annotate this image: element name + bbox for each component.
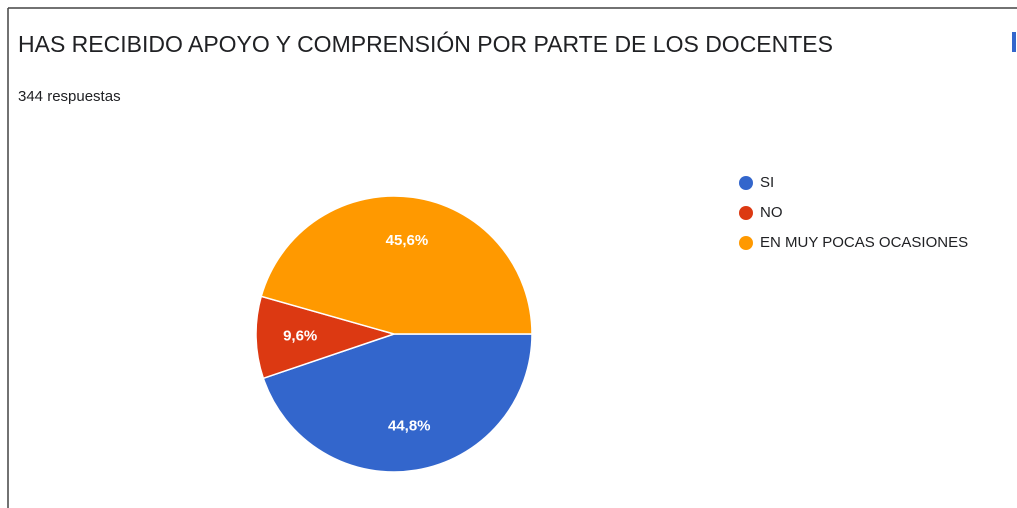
pie-slice	[260, 195, 533, 335]
chart-subtitle: 344 respuestas	[18, 88, 121, 105]
legend-swatch	[739, 236, 753, 250]
pie-slice	[255, 295, 397, 380]
legend-label: EN MUY POCAS OCASIONES	[760, 234, 968, 251]
edge-icon	[1012, 32, 1016, 52]
chart-title: HAS RECIBIDO APOYO Y COMPRENSIÓN POR PAR…	[18, 31, 833, 57]
legend-label: SI	[760, 174, 774, 191]
legend-swatch	[739, 176, 753, 190]
legend-label: NO	[760, 204, 783, 221]
legend-swatch	[739, 206, 753, 220]
slice-label: 45,6%	[386, 232, 429, 249]
slice-label: 9,6%	[283, 327, 317, 344]
pie-slice	[262, 333, 533, 473]
slice-label: 44,8%	[388, 418, 431, 435]
